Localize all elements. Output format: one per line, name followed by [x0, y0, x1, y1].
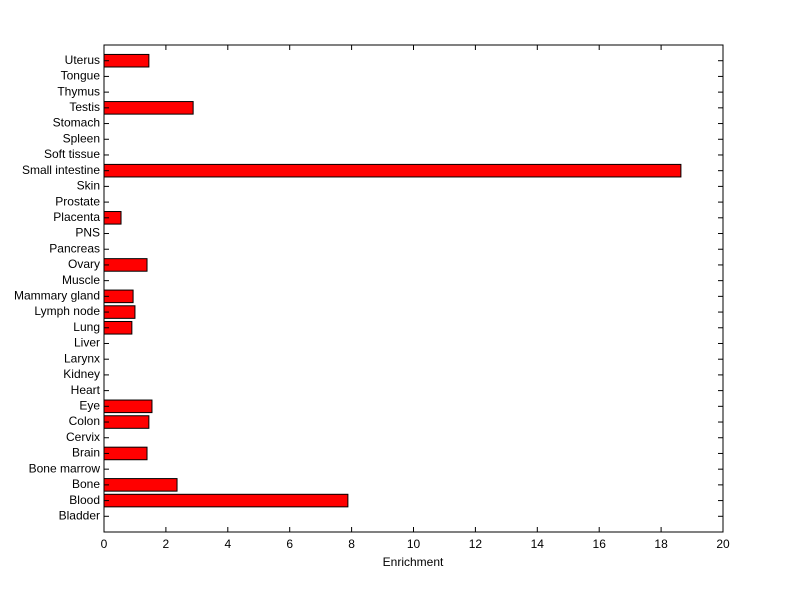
x-tick-label: 0 — [101, 537, 108, 551]
y-tick-label: Prostate — [55, 194, 100, 208]
x-tick-label: 12 — [469, 537, 483, 551]
y-tick-label: Placenta — [53, 210, 100, 224]
y-tick-label: Blood — [69, 493, 100, 507]
y-tick-label: Pancreas — [49, 241, 100, 255]
x-tick-label: 18 — [654, 537, 668, 551]
x-tick-label: 4 — [224, 537, 231, 551]
y-tick-label: PNS — [75, 226, 100, 240]
y-tick-label: Lymph node — [34, 304, 100, 318]
y-tick-label: Testis — [69, 100, 100, 114]
y-tick-label: Thymus — [57, 84, 100, 98]
y-tick-label: Colon — [69, 414, 100, 428]
y-tick-label: Cervix — [66, 430, 100, 444]
bar — [103, 415, 150, 429]
x-tick-label: 10 — [407, 537, 421, 551]
x-tick-label: 2 — [163, 537, 170, 551]
y-tick-label: Bladder — [59, 508, 100, 522]
y-tick-label: Liver — [74, 336, 100, 350]
y-tick-label: Eye — [79, 398, 100, 412]
y-tick-label: Skin — [77, 179, 100, 193]
y-tick-label: Uterus — [65, 53, 100, 67]
y-tick-label: Lung — [73, 320, 100, 334]
bar — [103, 446, 148, 461]
y-tick-label: Stomach — [53, 116, 100, 130]
y-tick-label: Brain — [72, 446, 100, 460]
y-tick-label: Kidney — [63, 367, 100, 381]
x-tick-label: 20 — [716, 537, 730, 551]
x-tick-label: 6 — [286, 537, 293, 551]
bar — [103, 478, 178, 492]
bar — [103, 258, 148, 272]
y-tick-label: Mammary gland — [14, 289, 100, 303]
y-tick-label: Soft tissue — [44, 147, 100, 161]
x-tick-label: 16 — [593, 537, 607, 551]
plot-frame — [103, 44, 724, 533]
y-tick-label: Ovary — [68, 257, 100, 271]
y-tick-label: Spleen — [63, 131, 100, 145]
x-axis-label: Enrichment — [383, 555, 444, 569]
x-tick-label: 8 — [348, 537, 355, 551]
bar — [103, 53, 150, 68]
bar — [103, 493, 349, 508]
y-tick-label: Heart — [71, 383, 101, 397]
y-tick-label: Small intestine — [22, 163, 100, 177]
bar — [103, 163, 682, 178]
bar — [103, 101, 194, 115]
x-tick-label: 14 — [531, 537, 545, 551]
y-tick-label: Tongue — [61, 69, 101, 83]
y-tick-label: Bone marrow — [29, 461, 101, 475]
y-tick-label: Muscle — [62, 273, 100, 287]
y-tick-label: Bone — [72, 477, 100, 491]
y-tick-label: Larynx — [64, 351, 100, 365]
bar — [103, 399, 153, 414]
